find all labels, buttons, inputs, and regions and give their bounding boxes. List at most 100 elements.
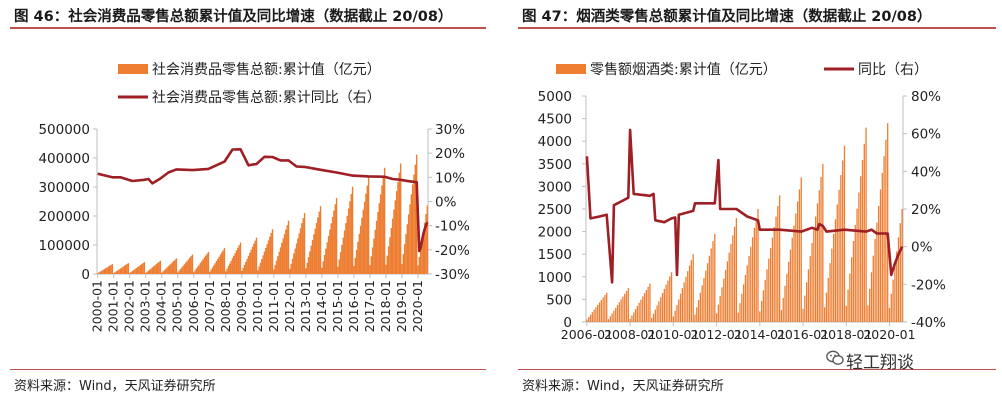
x-tick-label: 2004-01 xyxy=(154,280,169,332)
bar-cumulative-value xyxy=(138,266,140,274)
bar-cumulative-value xyxy=(690,259,693,322)
x-tick-label: 2014-01 xyxy=(314,280,329,332)
bar-cumulative-value xyxy=(205,255,207,274)
bar-cumulative-value xyxy=(195,268,198,274)
bar-cumulative-value xyxy=(303,213,306,274)
bar-cumulative-value xyxy=(289,268,291,274)
bar-cumulative-value xyxy=(809,256,811,322)
bar-cumulative-value xyxy=(325,248,327,274)
bar-cumulative-value xyxy=(299,228,302,274)
bar-cumulative-value xyxy=(119,268,122,274)
bar-cumulative-value xyxy=(211,267,214,274)
bar-cumulative-value xyxy=(860,176,862,322)
bar-cumulative-value xyxy=(892,279,894,322)
bar-cumulative-value xyxy=(298,233,300,274)
bar-cumulative-value xyxy=(365,193,367,274)
x-tick-label: 2012-01 xyxy=(690,327,742,342)
bar-cumulative-value xyxy=(134,269,136,274)
bar-cumulative-value xyxy=(606,292,608,322)
x-tick-label: 2001-01 xyxy=(106,280,121,332)
y-left-tick-label: 2500 xyxy=(538,202,572,218)
x-tick-label: 2002-01 xyxy=(122,280,137,332)
bar-cumulative-value xyxy=(278,251,280,274)
y-left-tick-label: 100000 xyxy=(38,238,90,254)
legend-label: 同比（右） xyxy=(858,62,928,78)
bar-cumulative-value xyxy=(239,242,242,274)
bar-cumulative-value xyxy=(153,266,155,274)
x-tick-label: 2003-01 xyxy=(138,280,153,332)
bar-cumulative-value xyxy=(183,264,186,274)
bar-cumulative-value xyxy=(604,295,606,322)
legend-label: 社会消费品零售总额:累计同比（右） xyxy=(152,90,381,106)
bar-cumulative-value xyxy=(676,305,678,322)
bar-cumulative-value xyxy=(375,220,378,274)
bar-cumulative-value xyxy=(338,259,340,274)
bar-cumulative-value xyxy=(137,267,139,274)
bar-cumulative-value xyxy=(250,249,252,274)
bar-cumulative-value xyxy=(421,239,423,274)
bar-cumulative-value xyxy=(633,312,635,322)
x-tick-label: 2014-01 xyxy=(734,327,786,342)
bar-cumulative-value xyxy=(723,278,725,322)
bar-cumulative-value xyxy=(377,212,379,274)
title-rule xyxy=(10,27,486,29)
bar-cumulative-value xyxy=(275,260,278,274)
bar-cumulative-value xyxy=(133,270,135,274)
x-tick-label: 2013-01 xyxy=(298,280,313,332)
y-right-tick-label: 0% xyxy=(911,240,933,256)
x-tick-label: 2020-01 xyxy=(863,327,915,342)
bar-cumulative-value xyxy=(901,209,903,322)
bar-cumulative-value xyxy=(827,277,829,322)
bar-cumulative-value xyxy=(735,218,738,322)
y-left-tick-label: 2000 xyxy=(538,225,572,241)
bar-cumulative-value xyxy=(115,271,118,274)
bar-cumulative-value xyxy=(102,269,104,274)
bar-cumulative-value xyxy=(739,303,741,322)
bar-cumulative-value xyxy=(366,185,368,274)
bar-cumulative-value xyxy=(706,263,709,322)
bar-cumulative-value xyxy=(158,261,160,274)
bar-cumulative-value xyxy=(730,244,732,322)
x-tick-label: 2016-01 xyxy=(346,280,361,332)
bar-cumulative-value xyxy=(171,262,174,274)
bar-cumulative-value xyxy=(417,265,419,274)
bar-cumulative-value xyxy=(805,282,808,322)
bar-cumulative-value xyxy=(894,265,896,322)
bar-cumulative-value xyxy=(796,201,799,322)
x-tick-label: 2006-01 xyxy=(186,280,201,332)
bar-cumulative-value xyxy=(879,189,882,322)
y-left-tick-label: 1000 xyxy=(538,270,572,286)
bar-cumulative-value xyxy=(126,264,128,274)
bar-cumulative-value xyxy=(688,265,691,322)
bar-cumulative-value xyxy=(589,314,592,322)
bar-cumulative-value xyxy=(173,260,175,274)
y-left-tick-label: 500 xyxy=(546,292,572,308)
bar-cumulative-value xyxy=(847,289,849,322)
bar-cumulative-value xyxy=(341,244,343,274)
bar-cumulative-value xyxy=(99,271,102,274)
bar-cumulative-value xyxy=(215,261,218,274)
bar-cumulative-value xyxy=(391,218,394,274)
bar-cumulative-value xyxy=(696,307,698,322)
bar-cumulative-value xyxy=(214,263,216,274)
bar-cumulative-value xyxy=(798,189,801,322)
bar-cumulative-value xyxy=(335,197,338,274)
bar-cumulative-value xyxy=(402,254,405,274)
bar-cumulative-value xyxy=(658,301,660,322)
bar-cumulative-value xyxy=(305,268,307,274)
bar-cumulative-value xyxy=(301,223,303,274)
bar-cumulative-value xyxy=(120,267,123,274)
bar-cumulative-value xyxy=(350,194,352,274)
bar-cumulative-value xyxy=(314,228,316,274)
bar-cumulative-value xyxy=(315,223,318,274)
bar-cumulative-value xyxy=(294,248,296,274)
bar-cumulative-value xyxy=(261,259,263,274)
bar-cumulative-value xyxy=(166,267,168,274)
bar-cumulative-value xyxy=(423,222,426,274)
bar-cumulative-value xyxy=(802,308,804,322)
bar-cumulative-value xyxy=(186,261,188,274)
bar-cumulative-value xyxy=(98,272,100,274)
bar-cumulative-value xyxy=(154,265,156,274)
bar-cumulative-value xyxy=(206,253,208,274)
bar-cumulative-value xyxy=(379,194,382,274)
